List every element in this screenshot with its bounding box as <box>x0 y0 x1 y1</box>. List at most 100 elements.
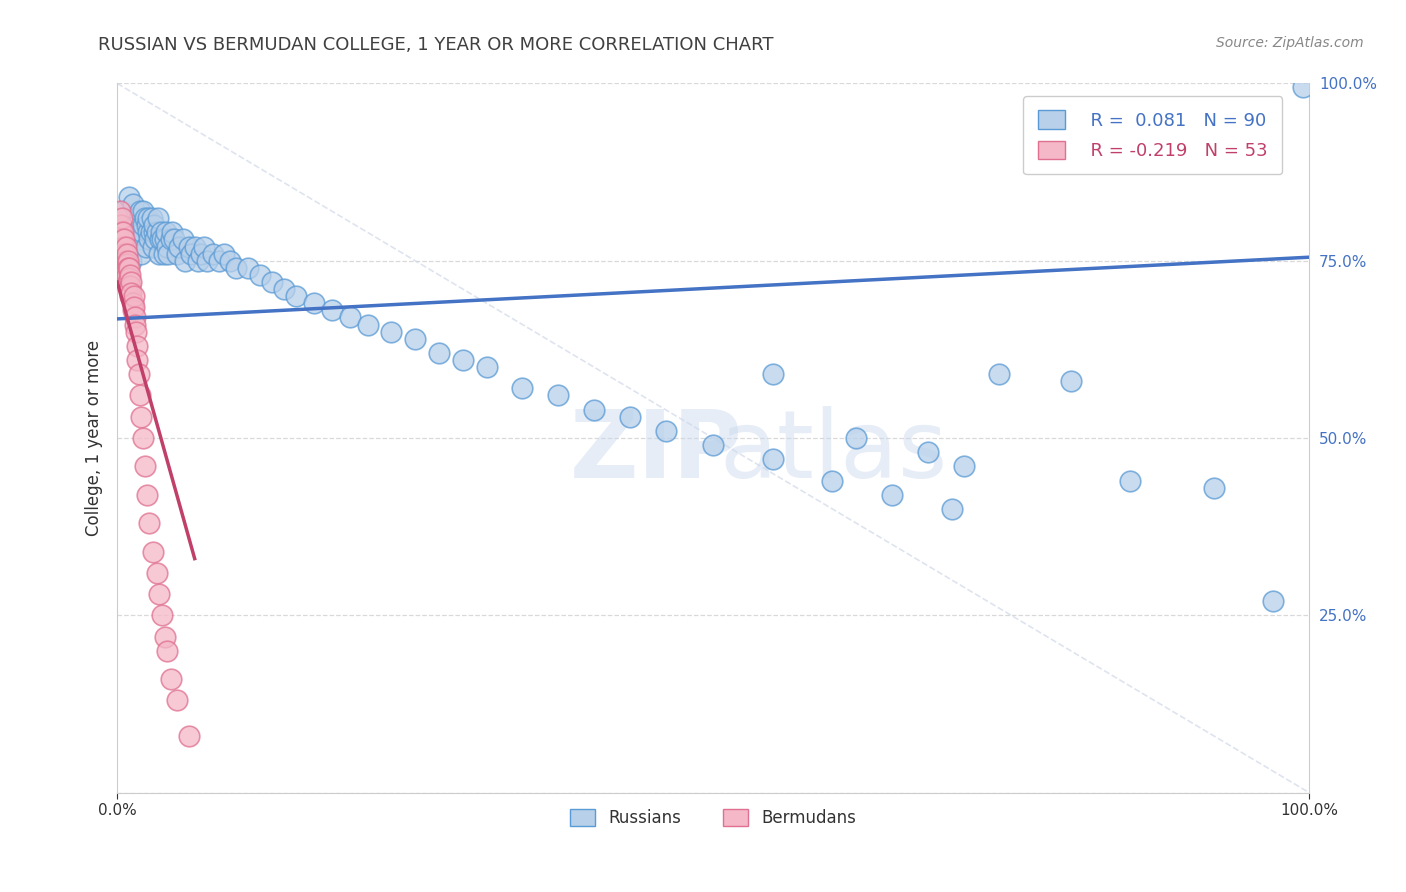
Point <box>195 253 218 268</box>
Point <box>132 204 155 219</box>
Point <box>619 409 641 424</box>
Point <box>115 268 138 282</box>
Point <box>702 438 724 452</box>
Point <box>115 246 138 260</box>
Point <box>115 257 138 271</box>
Point <box>142 239 165 253</box>
Point <box>117 260 139 275</box>
Point <box>118 190 141 204</box>
Point <box>167 239 190 253</box>
Point <box>131 226 153 240</box>
Point <box>118 282 141 296</box>
Point <box>1263 594 1285 608</box>
Point <box>153 232 176 246</box>
Point <box>121 285 143 300</box>
Point <box>121 296 143 310</box>
Point <box>125 211 148 226</box>
Point <box>121 197 143 211</box>
Point <box>475 360 498 375</box>
Point <box>128 388 150 402</box>
Point <box>120 268 142 282</box>
Point <box>160 232 183 246</box>
Point <box>174 253 197 268</box>
Point <box>117 275 139 289</box>
Point <box>180 246 202 260</box>
Point <box>321 303 343 318</box>
Point <box>941 502 963 516</box>
Point <box>190 246 212 260</box>
Point <box>845 431 868 445</box>
Point <box>108 204 131 219</box>
Point <box>112 232 135 246</box>
Point <box>273 282 295 296</box>
Point <box>512 381 534 395</box>
Point <box>134 459 156 474</box>
Text: atlas: atlas <box>718 406 948 499</box>
Point <box>380 325 402 339</box>
Point <box>187 253 209 268</box>
Point <box>153 630 176 644</box>
Point <box>111 232 134 246</box>
Point <box>118 271 141 285</box>
Point <box>146 211 169 226</box>
Point <box>1202 481 1225 495</box>
Legend: Russians, Bermudans: Russians, Bermudans <box>564 803 863 834</box>
Point <box>121 275 143 289</box>
Point <box>1060 374 1083 388</box>
Point <box>952 459 974 474</box>
Point <box>356 318 378 332</box>
Point <box>183 239 205 253</box>
Point <box>547 388 569 402</box>
Point <box>1119 474 1142 488</box>
Point <box>404 332 426 346</box>
Point <box>136 219 159 233</box>
Point <box>163 232 186 246</box>
Point <box>145 226 167 240</box>
Point <box>249 268 271 282</box>
Point <box>115 246 138 260</box>
Point <box>148 587 170 601</box>
Point <box>156 239 179 253</box>
Point <box>136 226 159 240</box>
Point <box>582 402 605 417</box>
Point <box>128 232 150 246</box>
Point <box>129 409 152 424</box>
Point <box>112 239 135 253</box>
Point <box>122 289 145 303</box>
Point <box>141 211 163 226</box>
Point <box>127 353 149 368</box>
Point <box>238 260 260 275</box>
Point <box>201 246 224 260</box>
Point <box>762 452 785 467</box>
Point <box>166 246 188 260</box>
Point <box>917 445 939 459</box>
Point <box>143 219 166 233</box>
Point <box>112 246 135 260</box>
Point <box>118 260 141 275</box>
Point <box>988 368 1011 382</box>
Point <box>152 232 174 246</box>
Point <box>121 303 143 318</box>
Point <box>112 204 135 219</box>
Point <box>127 339 149 353</box>
Point <box>1292 80 1315 95</box>
Point <box>139 226 162 240</box>
Point <box>124 226 146 240</box>
Point <box>128 368 150 382</box>
Point <box>219 253 242 268</box>
Point <box>112 226 135 240</box>
Point <box>124 318 146 332</box>
Point <box>135 239 157 253</box>
Point <box>127 219 149 233</box>
Point <box>225 260 247 275</box>
Point <box>156 644 179 658</box>
Point <box>152 246 174 260</box>
Point <box>138 232 160 246</box>
Point <box>138 516 160 530</box>
Point <box>339 310 361 325</box>
Point <box>152 608 174 623</box>
Point <box>762 368 785 382</box>
Point <box>110 219 132 233</box>
Point <box>451 353 474 368</box>
Point <box>114 239 136 253</box>
